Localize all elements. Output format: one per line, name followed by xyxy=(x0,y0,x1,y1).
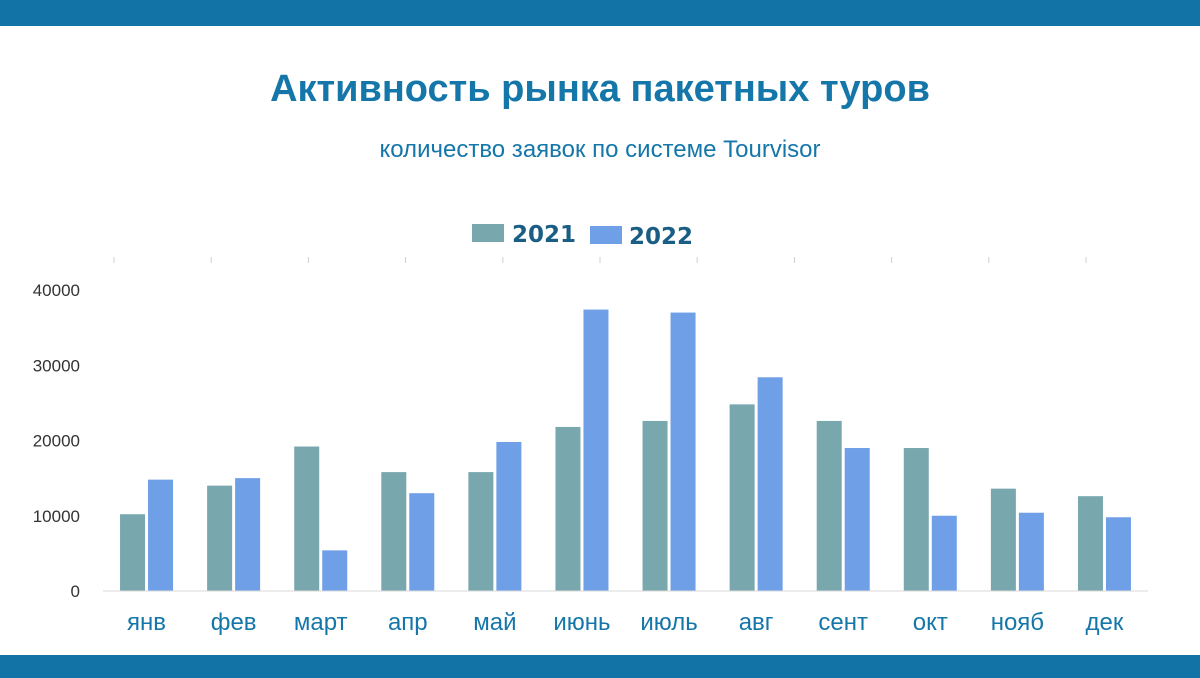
bar-2022 xyxy=(931,515,957,591)
y-tick-label: 30000 xyxy=(33,356,80,375)
legend-swatch-2022 xyxy=(590,226,622,244)
bottom-band xyxy=(0,655,1200,678)
x-tick-label: сент xyxy=(818,609,868,636)
bar-2021 xyxy=(294,446,320,591)
y-tick-label: 20000 xyxy=(33,432,80,451)
legend: 2021 2022 xyxy=(472,222,693,250)
x-tick-label: июнь xyxy=(553,609,610,636)
bar-2021 xyxy=(642,420,668,591)
x-tick-label: нояб xyxy=(991,609,1044,636)
legend-swatch-2021 xyxy=(472,224,504,242)
bar-2022 xyxy=(583,309,609,591)
x-tick-label: апр xyxy=(388,609,428,636)
bar-2021 xyxy=(990,488,1016,591)
x-tick-label: март xyxy=(294,609,348,636)
bars xyxy=(120,309,1131,591)
y-tick-label: 0 xyxy=(71,582,80,601)
bar-2021 xyxy=(729,404,755,591)
bar-2022 xyxy=(496,442,522,591)
bar-2022 xyxy=(1018,512,1044,591)
bar-2022 xyxy=(757,377,783,591)
legend-label-2022: 2022 xyxy=(629,224,693,250)
bar-2022 xyxy=(1105,517,1131,591)
top-tick-marks xyxy=(113,257,1087,263)
bar-2022 xyxy=(148,479,174,591)
chart-subtitle: количество заявок по системе Tourvisor xyxy=(379,136,821,163)
x-tick-label: июль xyxy=(640,609,697,636)
x-axis: янв фев март апр май июнь июль авг сент окт нояб де… xyxy=(103,590,1148,636)
bar-2021 xyxy=(1077,496,1103,591)
top-band xyxy=(0,0,1200,26)
legend-label-2021: 2021 xyxy=(512,222,576,248)
x-tick-label: май xyxy=(473,609,516,636)
bar-2021 xyxy=(381,472,407,591)
bar-2021 xyxy=(555,426,581,591)
chart-title: Активность рынка пакетных туров xyxy=(270,68,930,110)
bar-2021 xyxy=(816,420,842,591)
y-tick-label: 10000 xyxy=(33,507,80,526)
x-tick-label: авг xyxy=(739,609,774,636)
y-tick-label: 40000 xyxy=(33,281,80,300)
bar-2022 xyxy=(670,312,696,591)
x-tick-label: окт xyxy=(913,609,948,636)
bar-2021 xyxy=(903,448,929,591)
bar-2021 xyxy=(468,472,494,591)
x-tick-label: дек xyxy=(1086,609,1124,636)
bar-2022 xyxy=(409,493,435,591)
bar-2022 xyxy=(235,478,261,591)
bar-2021 xyxy=(207,485,233,591)
y-axis: 0 10000 20000 30000 40000 xyxy=(33,281,80,601)
bar-2022 xyxy=(322,550,348,591)
bar-2021 xyxy=(120,514,146,591)
x-tick-label: фев xyxy=(211,609,257,636)
x-tick-label: янв xyxy=(127,609,166,636)
bar-2022 xyxy=(844,448,870,591)
